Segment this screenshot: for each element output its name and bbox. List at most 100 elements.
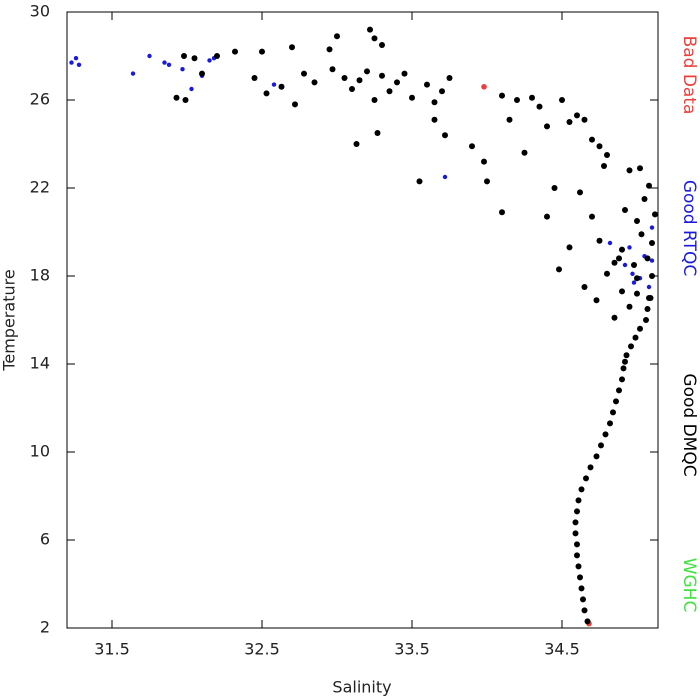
point xyxy=(536,103,543,110)
point xyxy=(637,325,643,332)
point xyxy=(637,165,643,172)
point xyxy=(371,97,378,103)
x-tick-label: 32.5 xyxy=(244,640,280,659)
point xyxy=(191,55,198,62)
point xyxy=(401,70,408,77)
point xyxy=(596,143,603,150)
point xyxy=(646,284,652,290)
point xyxy=(622,262,628,268)
point xyxy=(616,255,622,262)
point xyxy=(596,237,603,244)
point xyxy=(643,317,649,323)
point xyxy=(622,358,628,365)
point xyxy=(632,334,639,341)
point xyxy=(431,99,438,106)
y-axis-title: Temperature xyxy=(0,269,19,371)
point xyxy=(292,101,298,108)
point xyxy=(521,149,528,156)
point xyxy=(634,290,640,297)
point xyxy=(610,409,616,416)
point xyxy=(379,72,385,79)
point xyxy=(147,53,152,59)
point xyxy=(416,178,423,185)
point xyxy=(506,116,513,123)
point xyxy=(76,62,82,67)
point xyxy=(584,618,591,625)
point xyxy=(581,116,588,123)
point xyxy=(334,33,340,40)
point xyxy=(214,53,220,59)
point xyxy=(628,343,634,350)
point xyxy=(649,240,655,246)
point xyxy=(589,136,595,143)
point xyxy=(583,475,589,482)
y-tick-label: 10 xyxy=(30,442,50,461)
point xyxy=(499,92,505,99)
point xyxy=(580,596,586,603)
point xyxy=(329,66,336,73)
point xyxy=(627,245,632,250)
point xyxy=(574,112,580,119)
point xyxy=(199,70,205,77)
point xyxy=(278,83,285,90)
point xyxy=(619,288,625,295)
point xyxy=(442,132,448,139)
point xyxy=(289,44,295,51)
point xyxy=(598,442,604,449)
point xyxy=(566,244,573,251)
point xyxy=(620,365,627,372)
point xyxy=(439,88,445,95)
y-tick-label: 26 xyxy=(30,90,50,109)
point xyxy=(623,352,630,359)
point xyxy=(631,280,637,285)
point xyxy=(619,246,625,253)
point xyxy=(484,178,490,185)
point xyxy=(649,273,655,279)
plot-frame xyxy=(66,11,659,629)
point xyxy=(251,75,258,81)
point xyxy=(604,152,610,158)
point xyxy=(566,119,573,125)
x-axis-title: Salinity xyxy=(332,678,391,697)
point xyxy=(367,26,373,33)
point xyxy=(613,398,619,405)
point xyxy=(529,94,535,101)
y-tick-label: 14 xyxy=(30,354,50,373)
point xyxy=(166,62,172,67)
point xyxy=(446,75,453,81)
point xyxy=(649,258,655,263)
point xyxy=(611,259,618,266)
point xyxy=(259,48,265,55)
point xyxy=(311,79,318,86)
point xyxy=(374,130,381,136)
point xyxy=(647,295,654,301)
point xyxy=(575,497,582,504)
point xyxy=(581,607,588,614)
point xyxy=(499,209,505,216)
legend-label: WGHC xyxy=(679,558,699,613)
point xyxy=(232,48,238,55)
point xyxy=(619,376,625,383)
y-tick-label: 18 xyxy=(30,266,50,285)
point xyxy=(631,262,637,268)
point xyxy=(638,231,645,238)
point xyxy=(630,271,635,276)
point xyxy=(593,297,600,304)
y-tick-label: 2 xyxy=(40,618,50,637)
point xyxy=(577,189,583,196)
point xyxy=(162,60,167,65)
point xyxy=(69,60,74,65)
point xyxy=(341,75,348,81)
point xyxy=(371,35,378,42)
point xyxy=(578,585,585,592)
point xyxy=(587,464,594,471)
point xyxy=(626,167,633,174)
point xyxy=(173,94,180,101)
point xyxy=(349,86,355,92)
point xyxy=(581,284,588,290)
point xyxy=(589,213,595,220)
point xyxy=(626,303,633,310)
point xyxy=(386,88,393,95)
point xyxy=(431,116,438,123)
